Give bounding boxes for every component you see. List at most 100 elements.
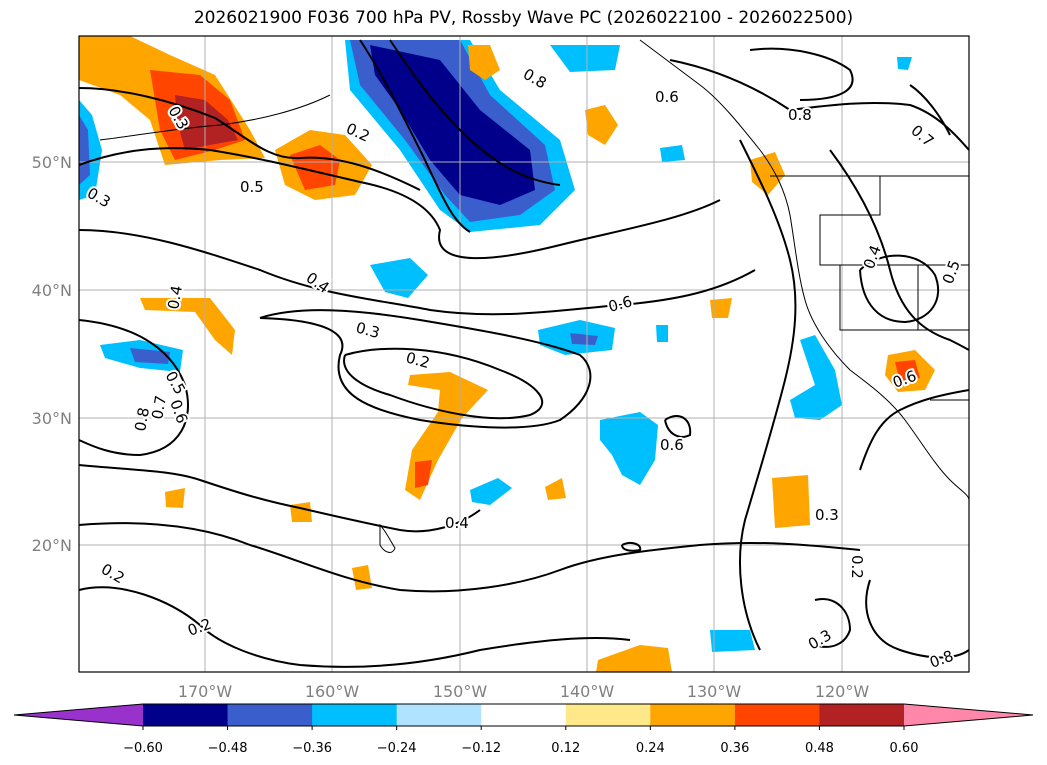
coastline bbox=[639, 39, 970, 501]
positive-anomaly bbox=[772, 475, 810, 528]
lon-label-170w: 170°W bbox=[178, 682, 233, 701]
lon-label-120w: 120°W bbox=[815, 682, 870, 701]
map-title: 2026021900 F036 700 hPa PV, Rossby Wave … bbox=[193, 8, 854, 28]
contour-line bbox=[909, 84, 951, 136]
negative-anomaly bbox=[470, 478, 512, 505]
negative-anomaly bbox=[710, 630, 755, 652]
colorbar-swatch bbox=[396, 704, 482, 726]
colorbar-swatch bbox=[565, 704, 651, 726]
contour-line bbox=[343, 347, 544, 420]
lat-label-20n: 20°N bbox=[32, 536, 72, 555]
state-border bbox=[839, 265, 919, 331]
colorbar-swatch bbox=[650, 704, 736, 726]
positive-anomaly bbox=[290, 502, 312, 522]
latitude-labels: 50°N 40°N 30°N 20°N bbox=[32, 153, 72, 555]
colorbar-swatch bbox=[312, 704, 398, 726]
negative-anomaly bbox=[130, 348, 170, 364]
contour-line bbox=[664, 415, 692, 438]
lon-label-150w: 150°W bbox=[433, 682, 488, 701]
colorbar-tick-label: 0.60 bbox=[890, 741, 919, 756]
colorbar-tick-label: 0.12 bbox=[551, 741, 580, 756]
contour-line bbox=[78, 464, 481, 533]
island bbox=[379, 523, 396, 553]
contour-line bbox=[78, 319, 189, 457]
colorbar-swatch bbox=[143, 704, 229, 726]
contour-line bbox=[359, 39, 471, 233]
contour-label: 0.5 bbox=[240, 178, 264, 196]
negative-anomaly bbox=[370, 45, 535, 205]
negative-anomaly bbox=[660, 145, 685, 162]
positive-anomaly bbox=[165, 488, 185, 508]
negative-anomaly bbox=[656, 325, 668, 342]
colorbar-tick-label: 0.48 bbox=[805, 741, 834, 756]
lat-label-30n: 30°N bbox=[32, 409, 72, 428]
gridlines bbox=[79, 36, 969, 672]
positive-anomaly bbox=[290, 145, 340, 190]
positive-anomaly bbox=[468, 45, 500, 80]
colorbar-swatch bbox=[481, 704, 567, 726]
lat-label-50n: 50°N bbox=[32, 153, 72, 172]
contour-line bbox=[389, 39, 561, 186]
contour-line bbox=[865, 579, 970, 659]
colorbar-tick-label: −0.60 bbox=[123, 741, 163, 756]
contour-line bbox=[621, 541, 642, 552]
contour-line bbox=[78, 586, 631, 668]
contour-line bbox=[829, 149, 970, 351]
colorbar-tick-label: −0.36 bbox=[292, 741, 332, 756]
contour-line bbox=[739, 139, 797, 651]
lon-label-140w: 140°W bbox=[560, 682, 615, 701]
positive-anomaly bbox=[750, 152, 785, 195]
colorbar: −0.60 −0.48 −0.36 −0.24 −0.12 0.12 0.24 0.36 0.4… bbox=[13, 703, 1034, 756]
negative-anomaly bbox=[370, 258, 428, 298]
positive-anomaly bbox=[895, 360, 920, 382]
negative-anomaly bbox=[570, 333, 598, 345]
longitude-labels: 170°W 160°W 150°W 140°W 130°W 120°W bbox=[178, 682, 870, 701]
contour-line bbox=[78, 522, 861, 593]
contour-label: 0.2 bbox=[848, 555, 866, 579]
negative-anomaly bbox=[897, 57, 912, 70]
contour-line bbox=[814, 598, 852, 648]
colorbar-tick-label: −0.12 bbox=[461, 741, 501, 756]
lon-label-130w: 130°W bbox=[687, 682, 742, 701]
coastline bbox=[99, 94, 331, 141]
contour-line bbox=[78, 229, 756, 316]
contour-line bbox=[859, 389, 970, 471]
state-border bbox=[819, 176, 969, 266]
colorbar-tick-label: 0.24 bbox=[636, 741, 665, 756]
positive-anomaly bbox=[585, 105, 618, 145]
map-frame bbox=[78, 35, 970, 673]
contour-label: 0.3 bbox=[815, 506, 839, 524]
negative-anomaly bbox=[79, 115, 90, 185]
lat-label-40n: 40°N bbox=[32, 281, 72, 300]
colorbar-tick-label: −0.24 bbox=[377, 741, 417, 756]
contour-line bbox=[78, 147, 721, 260]
positive-anomaly bbox=[596, 645, 672, 672]
contour-label: 0.8 bbox=[788, 106, 812, 124]
contour-line bbox=[78, 87, 421, 191]
positive-anomaly bbox=[710, 298, 732, 318]
colorbar-tick-label: −0.48 bbox=[208, 741, 248, 756]
positive-anomaly bbox=[140, 298, 235, 355]
anomaly-shading bbox=[79, 36, 935, 672]
contour-label: 0.6 bbox=[660, 436, 684, 454]
colorbar-swatch bbox=[819, 704, 905, 726]
positive-anomaly bbox=[415, 460, 432, 488]
island bbox=[354, 519, 363, 523]
colorbar-swatch bbox=[227, 704, 313, 726]
contour-label: 0.6 bbox=[655, 88, 679, 106]
contour-line bbox=[259, 309, 592, 429]
positive-anomaly bbox=[545, 478, 566, 500]
pv-contours bbox=[78, 39, 970, 668]
colorbar-extend-low bbox=[14, 704, 143, 726]
negative-anomaly bbox=[790, 335, 842, 420]
contour-line bbox=[749, 47, 854, 101]
colorbar-extend-high bbox=[904, 704, 1033, 726]
contour-label: 0.4 bbox=[445, 514, 469, 532]
contour-line bbox=[859, 254, 940, 324]
lon-label-160w: 160°W bbox=[305, 682, 360, 701]
colorbar-tick-label: 0.36 bbox=[720, 741, 749, 756]
contour-line bbox=[669, 59, 970, 151]
colorbar-swatch bbox=[734, 704, 820, 726]
negative-anomaly bbox=[600, 412, 658, 485]
